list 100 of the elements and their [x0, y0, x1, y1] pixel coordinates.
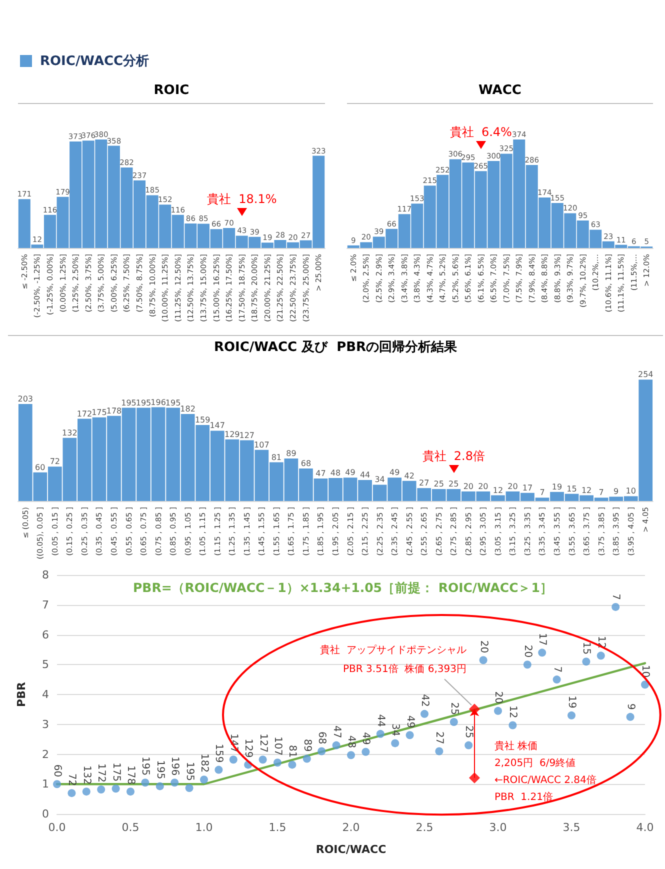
x-tick-label: 4.0: [636, 821, 654, 834]
data-label: 25: [448, 480, 459, 489]
x-tick-label: 2.0: [342, 821, 360, 834]
point: [391, 739, 400, 748]
y-tick-label: 0: [42, 808, 49, 820]
data-label: 107: [254, 440, 270, 450]
data-label: 254: [638, 370, 654, 380]
annotation: 132: [80, 766, 92, 785]
point: [641, 680, 649, 689]
data-label: 48: [330, 468, 341, 478]
data-label: 196: [150, 398, 166, 407]
annotation: 34: [390, 723, 401, 736]
annotation: 195: [140, 756, 151, 776]
point: [185, 784, 194, 792]
point: [200, 776, 208, 784]
x-tick-label: 2.5: [416, 821, 434, 834]
point: [141, 778, 150, 787]
annotation: 159: [213, 744, 224, 763]
y-tick-label: 8: [42, 568, 49, 582]
data-label: 49: [389, 468, 400, 478]
point: [229, 756, 238, 764]
data-label: 19: [552, 482, 562, 492]
annotation: 貴社 株価 2,205円 6/9終値 ←ROIC/WACC 2.84倍 PBR 1.21倍: [494, 740, 596, 803]
annotation: 48: [346, 735, 356, 748]
annotation: 貴社 アップサイドポテンシャル PBR 3.51倍 株価 6,393円: [320, 644, 466, 676]
chart-title: ROIC/WACC 及び PBRの回帰分析結果: [214, 340, 458, 355]
data-label: 44: [360, 470, 370, 480]
data-label: 25: [434, 480, 444, 489]
annotation: 15: [580, 642, 592, 655]
annotation: 89: [301, 738, 312, 752]
annotation: 42: [419, 694, 430, 707]
data-label: 12: [581, 486, 592, 495]
point: [332, 741, 340, 750]
y-tick-label: 6: [42, 628, 49, 642]
point: [362, 748, 370, 756]
y-tick-label: 7: [42, 598, 49, 612]
data-label: 9: [614, 487, 619, 496]
point: [626, 712, 634, 721]
point: [494, 706, 502, 715]
annotation: 20: [478, 640, 489, 654]
point: [156, 782, 164, 790]
x-tick-label: 3.5: [562, 821, 580, 834]
data-label: 132: [62, 428, 78, 438]
annotation: 129: [242, 738, 254, 758]
data-label: 7: [598, 488, 604, 498]
x-tick-label: 0.0: [48, 821, 66, 834]
y-tick-label: 3: [42, 718, 49, 731]
annotation: 81: [286, 744, 298, 758]
data-label: 20: [508, 482, 518, 491]
point: [464, 741, 473, 750]
point: [112, 784, 120, 793]
annotation: 68: [316, 732, 328, 744]
data-label: 60: [35, 462, 46, 472]
point: [435, 747, 444, 756]
data-label: 195: [121, 398, 136, 408]
point: [568, 711, 576, 720]
annotation: 20: [522, 644, 533, 658]
annotation: 127: [257, 734, 268, 753]
data-label: 195: [136, 398, 152, 408]
data-label: 129: [224, 430, 240, 439]
point: [538, 648, 546, 657]
point: [479, 656, 488, 664]
annotation: 9: [624, 704, 636, 710]
annotation: 17: [536, 632, 548, 646]
point: [347, 751, 355, 760]
data-label: 81: [271, 452, 282, 462]
data-label: 17: [522, 483, 533, 492]
point: [508, 721, 517, 730]
data-label: 68: [300, 458, 312, 468]
point: [53, 780, 61, 788]
point: [612, 602, 620, 611]
point: [258, 756, 267, 764]
annotation: PBR=（ROIC/WACC－1）×1.34+1.05［前提： ROIC/WACC＞1］: [133, 580, 553, 595]
point: [288, 760, 296, 769]
chart-title: WACC: [478, 83, 522, 98]
data-label: 72: [50, 457, 60, 466]
annotation: 貴社 2.8倍: [422, 449, 485, 464]
data-label: 7: [540, 488, 545, 498]
annotation: 貴社 18.1%: [206, 192, 277, 206]
data-label: 172: [76, 409, 92, 418]
annotation: 7: [551, 666, 562, 673]
annotation: 195: [184, 762, 195, 782]
data-label: 203: [18, 394, 34, 404]
point: [468, 772, 480, 784]
text: ROIC/WACC分析: [40, 53, 150, 70]
point: [302, 754, 311, 763]
point: [582, 658, 590, 666]
point: [170, 778, 179, 787]
point: [68, 789, 76, 798]
annotation: 20: [492, 691, 504, 704]
data-label: 34: [374, 475, 385, 484]
data-label: 89: [286, 448, 296, 458]
point: [318, 747, 326, 756]
annotation: 貴社 6.4%: [450, 124, 512, 139]
data-label: 147: [210, 421, 225, 430]
point: [97, 786, 106, 794]
x-tick-label: 1.5: [268, 821, 286, 834]
point: [406, 731, 414, 740]
x-tick-label: 0.5: [122, 821, 140, 834]
data-label: 182: [180, 404, 196, 414]
